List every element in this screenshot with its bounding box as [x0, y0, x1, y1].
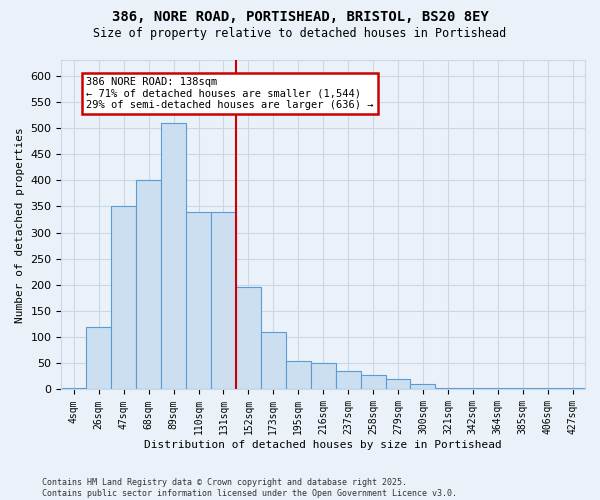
Bar — [261, 332, 286, 390]
Bar — [410, 384, 436, 390]
Bar — [460, 388, 485, 390]
Y-axis label: Number of detached properties: Number of detached properties — [15, 127, 25, 322]
Text: 386 NORE ROAD: 138sqm
← 71% of detached houses are smaller (1,544)
29% of semi-d: 386 NORE ROAD: 138sqm ← 71% of detached … — [86, 76, 374, 110]
Bar — [61, 388, 86, 390]
Bar — [535, 388, 560, 390]
Text: Contains HM Land Registry data © Crown copyright and database right 2025.
Contai: Contains HM Land Registry data © Crown c… — [42, 478, 457, 498]
Bar — [335, 371, 361, 390]
Bar — [236, 288, 261, 390]
Bar — [560, 388, 585, 390]
Bar — [386, 379, 410, 390]
X-axis label: Distribution of detached houses by size in Portishead: Distribution of detached houses by size … — [145, 440, 502, 450]
Bar — [111, 206, 136, 390]
Bar — [211, 212, 236, 390]
Bar — [136, 180, 161, 390]
Bar — [161, 123, 186, 390]
Bar — [186, 212, 211, 390]
Bar — [436, 388, 460, 390]
Bar — [86, 326, 111, 390]
Bar — [485, 388, 510, 390]
Text: Size of property relative to detached houses in Portishead: Size of property relative to detached ho… — [94, 28, 506, 40]
Bar — [311, 364, 335, 390]
Bar — [286, 360, 311, 390]
Bar — [510, 388, 535, 390]
Bar — [361, 376, 386, 390]
Text: 386, NORE ROAD, PORTISHEAD, BRISTOL, BS20 8EY: 386, NORE ROAD, PORTISHEAD, BRISTOL, BS2… — [112, 10, 488, 24]
